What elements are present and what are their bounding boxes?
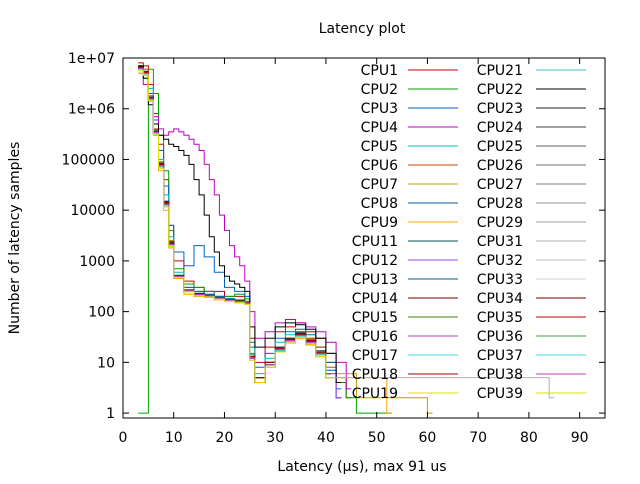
y-tick-label: 1 (106, 406, 115, 422)
legend-label-cpu18: CPU18 (352, 367, 398, 383)
legend-label-cpu2: CPU2 (361, 82, 398, 98)
legend-label-cpu12: CPU12 (352, 253, 398, 269)
series-line-cpu39 (138, 69, 331, 383)
legend-label-cpu13: CPU13 (352, 272, 398, 288)
legend-label-cpu28: CPU28 (477, 196, 523, 212)
series-line-cpu18 (138, 66, 331, 379)
legend-label-cpu19: CPU19 (352, 386, 398, 402)
x-tick-label: 40 (317, 430, 335, 446)
legend-label-cpu11: CPU11 (352, 234, 398, 250)
legend: CPU1 CPU2 CPU3 CPU4 CPU5 CPU6 CPU7 CPU8 CPU9 CPU1… (352, 63, 586, 402)
legend-label-cpu25: CPU25 (477, 139, 523, 155)
y-tick-label: 10 (97, 355, 115, 371)
y-tick-label: 1000 (79, 254, 115, 270)
legend-label-cpu34: CPU34 (477, 291, 523, 307)
axis-ticks: 0 10 20 30 40 50 60 70 80 90 1 10 100 1000 10000 100000… (62, 51, 605, 446)
legend-label-cpu16: CPU16 (352, 329, 398, 345)
legend-label-cpu15: CPU15 (352, 310, 398, 326)
legend-label-cpu38: CPU38 (477, 367, 523, 383)
x-tick-label: 90 (571, 430, 589, 446)
series-line-cpu38 (138, 67, 331, 383)
legend-label-cpu4: CPU4 (361, 120, 398, 136)
legend-label-cpu24: CPU24 (477, 120, 523, 136)
plot-frame (122, 57, 606, 419)
legend-label-cpu8: CPU8 (361, 196, 398, 212)
legend-label-cpu36: CPU36 (477, 329, 523, 345)
x-tick-label: 20 (216, 430, 234, 446)
x-tick-label: 30 (266, 430, 284, 446)
series-line-cpu3 (138, 65, 342, 390)
y-tick-label: 100 (88, 305, 115, 321)
legend-label-cpu21: CPU21 (477, 63, 523, 79)
y-tick-label: 1e+06 (68, 102, 115, 118)
legend-label-cpu3: CPU3 (361, 101, 398, 117)
legend-label-cpu35: CPU35 (477, 310, 523, 326)
legend-label-cpu1: CPU1 (361, 63, 398, 79)
x-tick-label: 50 (368, 430, 386, 446)
y-tick-label: 10000 (70, 203, 115, 219)
x-tick-label: 70 (469, 430, 487, 446)
legend-label-cpu22: CPU22 (477, 82, 523, 98)
legend-label-cpu23: CPU23 (477, 101, 523, 117)
legend-label-cpu32: CPU32 (477, 253, 523, 269)
y-axis-label: Number of latency samples (7, 142, 23, 335)
legend-label-cpu6: CPU6 (361, 158, 398, 174)
legend-label-cpu39: CPU39 (477, 386, 523, 402)
legend-label-cpu9: CPU9 (361, 215, 398, 231)
legend-label-cpu31: CPU31 (477, 234, 523, 250)
chart-title: Latency plot (319, 21, 406, 37)
legend-label-cpu27: CPU27 (477, 177, 523, 193)
series-line-cpu1 (138, 62, 352, 399)
series-line-cpu14 (138, 66, 331, 379)
x-tick-label: 10 (165, 430, 183, 446)
legend-label-cpu33: CPU33 (477, 272, 523, 288)
plot-series-group (138, 62, 555, 414)
legend-label-cpu29: CPU29 (477, 215, 523, 231)
series-line-cpu22 (138, 65, 342, 383)
y-tick-label: 1e+07 (68, 51, 115, 67)
legend-label-cpu7: CPU7 (361, 177, 398, 193)
x-tick-label: 60 (419, 430, 437, 446)
y-tick-label: 100000 (62, 152, 115, 168)
legend-label-cpu17: CPU17 (352, 348, 398, 364)
series-line-cpu11 (138, 67, 331, 379)
x-tick-label: 0 (119, 430, 128, 446)
x-axis-label: Latency (µs), max 91 us (277, 459, 446, 475)
x-tick-label: 80 (520, 430, 538, 446)
legend-label-cpu37: CPU37 (477, 348, 523, 364)
legend-label-cpu5: CPU5 (361, 139, 398, 155)
legend-label-cpu26: CPU26 (477, 158, 523, 174)
legend-label-cpu14: CPU14 (352, 291, 398, 307)
series-line-cpu4 (138, 68, 352, 390)
